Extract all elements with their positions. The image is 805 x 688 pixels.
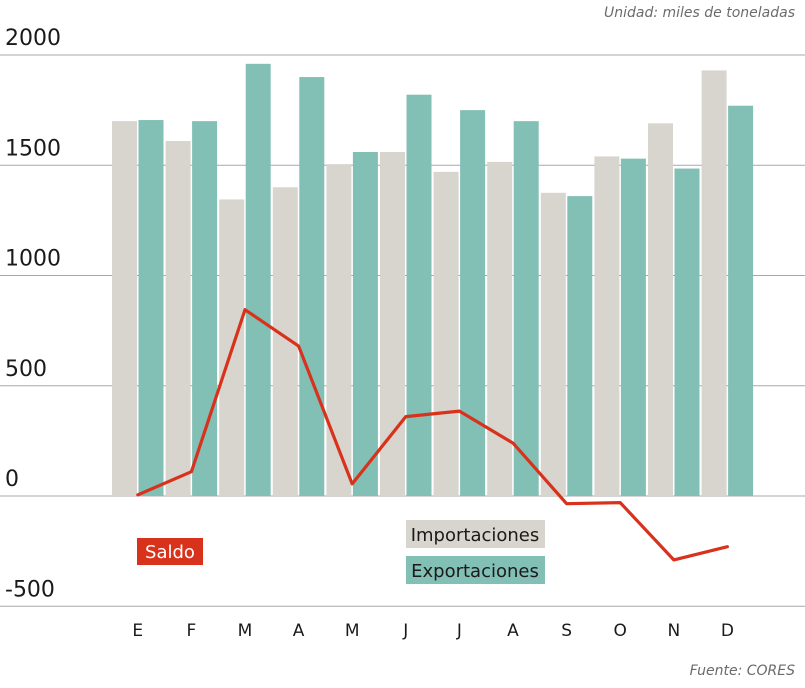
bar-importaciones xyxy=(701,70,727,496)
bar-importaciones xyxy=(165,140,191,496)
y-tick-label: 2000 xyxy=(5,26,61,51)
x-tick-label: S xyxy=(561,621,572,641)
x-tick-label: J xyxy=(456,621,462,641)
bar-importaciones xyxy=(594,156,620,496)
bar-exportaciones xyxy=(674,168,700,496)
x-tick-label: M xyxy=(238,621,253,641)
legend-importaciones-label: Importaciones xyxy=(411,525,540,546)
bar-importaciones xyxy=(540,192,566,496)
legend-saldo-swatch xyxy=(137,538,203,565)
legend-saldo-label: Saldo xyxy=(145,542,195,563)
bar-exportaciones xyxy=(513,121,539,497)
x-tick-label: O xyxy=(614,621,627,641)
bar-exportaciones xyxy=(138,120,164,497)
bar-importaciones xyxy=(380,152,405,496)
x-tick-label: E xyxy=(132,621,143,641)
unit-note: Unidad: miles de toneladas xyxy=(603,5,795,21)
bar-importaciones xyxy=(648,123,673,496)
legend: Importaciones Exportaciones Saldo xyxy=(137,520,545,584)
legend-exportaciones-swatch xyxy=(406,556,545,584)
y-tick-label: 0 xyxy=(5,467,19,492)
x-tick-label: N xyxy=(667,621,680,641)
bar-exportaciones xyxy=(299,77,325,497)
x-tick-label: A xyxy=(293,621,305,641)
legend-importaciones-swatch xyxy=(406,520,545,548)
bar-exportaciones xyxy=(620,158,646,496)
bar-exportaciones xyxy=(245,63,271,496)
bar-exportaciones xyxy=(406,94,432,496)
y-tick-label: -500 xyxy=(5,577,55,602)
bar-exportaciones xyxy=(460,110,486,496)
saldo-line-group xyxy=(136,308,730,562)
y-tick-label: 1500 xyxy=(5,136,61,161)
bar-importaciones xyxy=(112,121,137,497)
saldo-line xyxy=(136,308,730,562)
x-tick-label: A xyxy=(507,621,519,641)
x-tick-label: F xyxy=(187,621,197,641)
y-axis: 2000 1500 1000 500 0 -500 xyxy=(5,26,61,602)
y-tick-label: 500 xyxy=(5,357,47,382)
x-tick-label: D xyxy=(721,621,734,641)
bar-exportaciones xyxy=(567,196,593,496)
x-tick-label: J xyxy=(402,621,408,641)
bar-exportaciones xyxy=(192,121,218,497)
x-tick-label: M xyxy=(345,621,360,641)
bar-exportaciones xyxy=(728,105,754,496)
bar-importaciones xyxy=(433,171,459,497)
source-note: Fuente: CORES xyxy=(689,663,795,679)
bar-importaciones xyxy=(487,161,513,496)
bar-exportaciones xyxy=(352,152,378,496)
legend-exportaciones-label: Exportaciones xyxy=(411,561,539,582)
bar-importaciones xyxy=(326,164,352,496)
bars xyxy=(112,63,754,497)
y-tick-label: 1000 xyxy=(5,247,61,272)
